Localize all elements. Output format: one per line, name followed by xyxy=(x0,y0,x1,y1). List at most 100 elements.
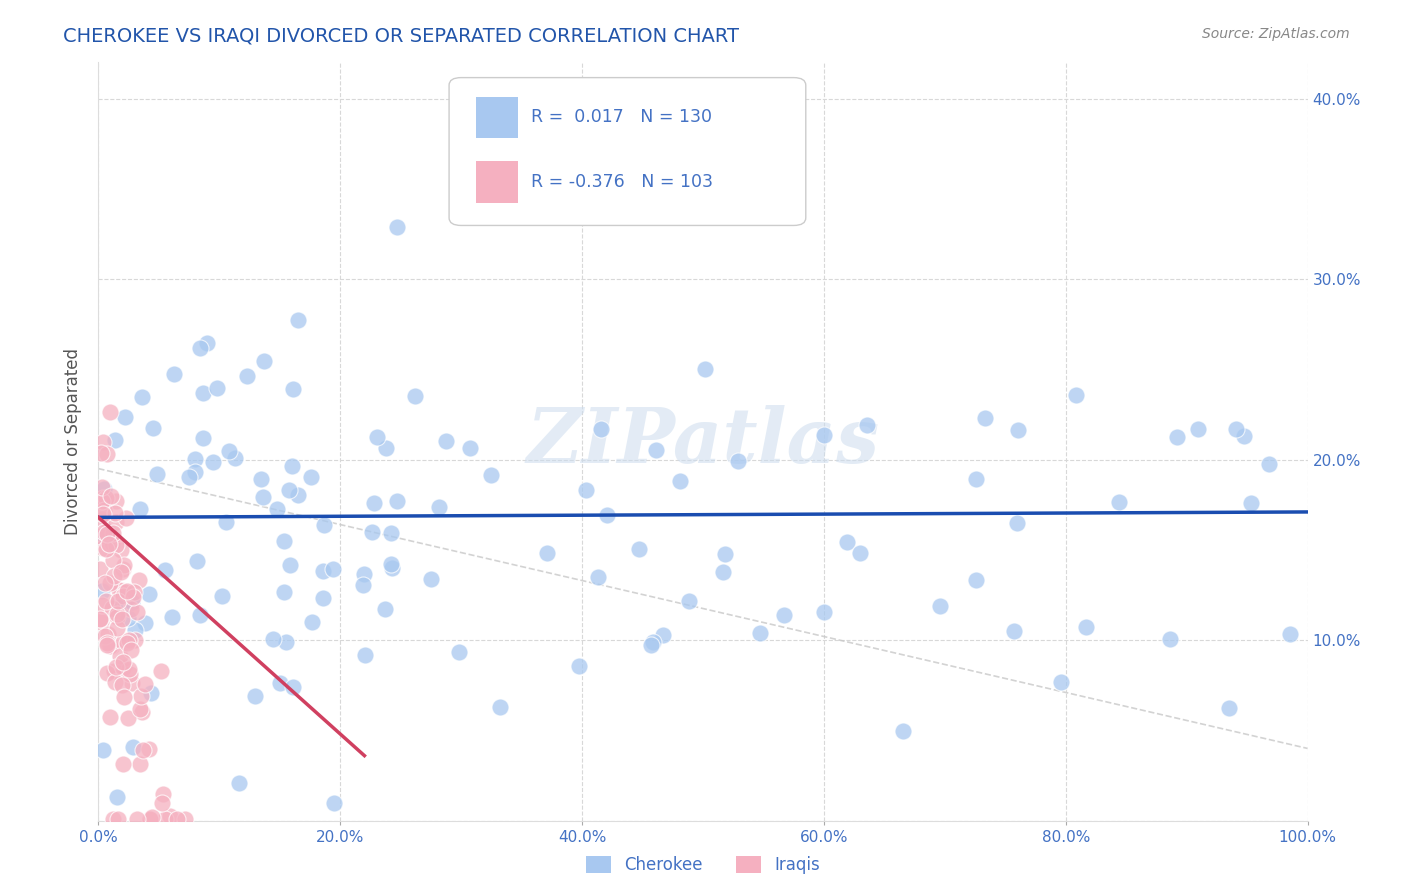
Point xyxy=(101,639,124,653)
Point xyxy=(1159,632,1181,647)
Point xyxy=(89,562,111,576)
Point xyxy=(98,405,121,419)
Point xyxy=(211,589,233,603)
Point xyxy=(103,812,125,826)
Point xyxy=(127,606,149,620)
Point xyxy=(714,547,737,561)
Point xyxy=(96,666,118,681)
Point xyxy=(312,564,335,578)
Point xyxy=(266,502,288,516)
Point xyxy=(114,660,136,674)
Point xyxy=(191,385,214,400)
Point xyxy=(155,562,177,576)
Point xyxy=(107,593,129,607)
Point xyxy=(117,711,139,725)
Point xyxy=(98,537,121,551)
Point xyxy=(103,664,125,678)
Point xyxy=(711,565,734,579)
Point xyxy=(121,591,143,605)
Point xyxy=(139,812,162,826)
Point xyxy=(596,508,619,522)
Point xyxy=(131,705,153,719)
Point xyxy=(94,542,117,557)
Point xyxy=(695,362,717,376)
Point xyxy=(813,605,835,619)
Point xyxy=(131,390,153,404)
Point xyxy=(103,569,125,583)
Point xyxy=(104,506,127,520)
Point xyxy=(104,538,127,552)
Y-axis label: Divorced or Separated: Divorced or Separated xyxy=(65,348,83,535)
Point xyxy=(1002,624,1025,638)
Point xyxy=(105,621,128,635)
Point xyxy=(120,643,142,657)
Point xyxy=(965,472,987,486)
Point xyxy=(150,796,173,810)
Point xyxy=(91,508,114,522)
Point xyxy=(117,611,139,625)
Point xyxy=(114,585,136,599)
Point xyxy=(236,368,259,383)
Point xyxy=(105,610,128,624)
Point xyxy=(380,526,402,541)
Point xyxy=(301,615,323,629)
Point xyxy=(278,558,301,572)
Point xyxy=(159,809,181,823)
Point xyxy=(190,608,212,623)
Point xyxy=(122,739,145,754)
Point xyxy=(352,577,374,591)
Point xyxy=(104,433,127,447)
Point xyxy=(218,443,240,458)
Point xyxy=(132,743,155,757)
Point xyxy=(186,554,208,568)
Point xyxy=(90,512,112,526)
Point xyxy=(121,595,143,609)
Point xyxy=(973,411,995,425)
Point xyxy=(184,465,207,479)
Point xyxy=(91,491,114,505)
Point xyxy=(112,661,135,675)
Point xyxy=(110,583,132,598)
Point xyxy=(149,665,172,679)
Point xyxy=(891,723,914,738)
Point xyxy=(274,635,297,649)
Point xyxy=(835,535,858,549)
Point xyxy=(112,690,135,704)
Point xyxy=(105,494,128,508)
Point xyxy=(128,501,150,516)
Point xyxy=(278,483,301,497)
Point xyxy=(118,632,141,647)
Point xyxy=(162,610,184,624)
Point xyxy=(90,446,112,460)
Point xyxy=(353,566,375,581)
Point xyxy=(314,518,336,533)
Point xyxy=(183,452,205,467)
Point xyxy=(273,585,295,599)
Point xyxy=(112,558,135,573)
Point xyxy=(118,662,141,676)
Point xyxy=(142,421,165,435)
Point xyxy=(96,527,118,541)
Point xyxy=(90,480,112,494)
Point xyxy=(652,627,675,641)
Point xyxy=(91,530,114,544)
Point xyxy=(152,787,174,801)
Point xyxy=(139,686,162,700)
Point xyxy=(586,570,609,584)
Point xyxy=(205,381,228,395)
Point xyxy=(849,546,872,560)
Point xyxy=(262,632,284,646)
Point xyxy=(312,591,335,606)
Point xyxy=(98,639,121,653)
Point xyxy=(110,565,132,579)
Point xyxy=(89,529,111,543)
Point xyxy=(252,490,274,504)
Point xyxy=(111,756,134,771)
Point xyxy=(640,639,662,653)
Point xyxy=(1278,627,1301,641)
Point xyxy=(287,313,309,327)
Point xyxy=(89,612,111,626)
Point xyxy=(589,421,612,435)
Point xyxy=(374,601,396,615)
Point xyxy=(134,615,156,630)
